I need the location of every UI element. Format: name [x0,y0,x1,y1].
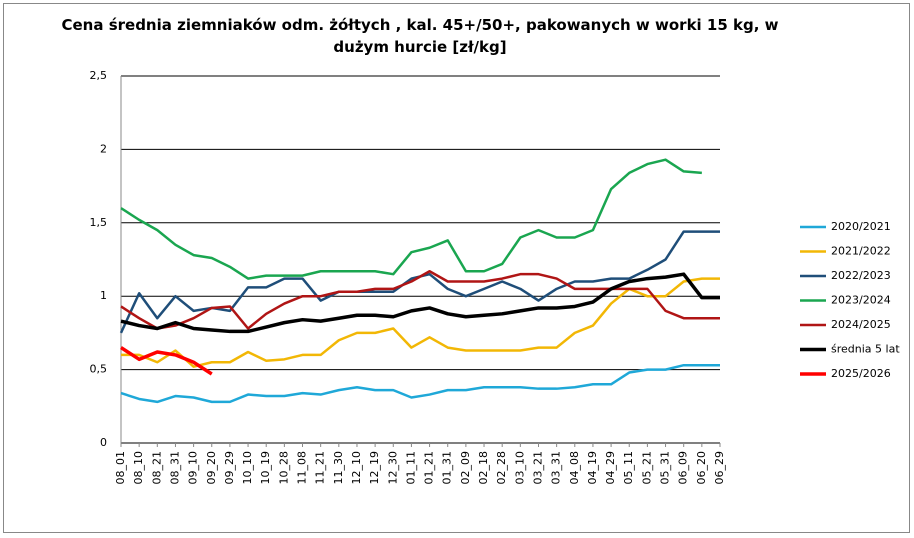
legend-label: średnia 5 lat [831,343,900,356]
x-tick-label: 03_21 [531,451,544,485]
series-line [120,346,213,376]
y-tick-label: 1,5 [90,216,108,229]
x-tick-label: 01_21 [423,451,436,485]
y-tick-label: 1 [100,289,107,302]
y-tick-label: 0 [100,436,107,449]
x-tick-label: 11_08 [296,451,309,485]
x-tick-label: 12_19 [368,451,381,485]
x-tick-label: 10_19 [259,451,272,485]
x-tick-label: 05_11 [622,451,635,485]
y-tick-label: 2 [100,142,107,155]
x-tick-label: 09_20 [205,451,218,485]
x-tick-label: 08_10 [132,451,145,485]
x-tick-label: 09_10 [187,451,200,485]
x-tick-label: 05_21 [640,451,653,485]
legend-label: 2024/2025 [831,318,891,331]
y-tick-label: 2,5 [90,69,108,82]
y-tick-label: 0,5 [90,363,108,376]
series-line [121,277,720,368]
legend-label: 2020/2021 [831,220,891,233]
x-tick-label: 11_21 [314,451,327,485]
x-tick-label: 06_20 [695,451,708,485]
x-tick-label: 11_30 [332,451,345,485]
x-tick-label: 04_19 [586,451,599,485]
series-line [120,158,702,280]
series-line [120,269,720,330]
x-tick-label: 06_29 [713,451,726,485]
x-tick-label: 09_29 [223,451,236,485]
x-tick-label: 08_31 [168,451,181,485]
legend-label: 2025/2026 [831,367,891,380]
x-tick-label: 01_31 [441,451,454,485]
x-tick-label: 03_31 [550,451,563,485]
legend-label: 2021/2022 [831,245,891,258]
chart-border [3,3,910,533]
x-tick-label: 10_28 [277,451,290,485]
x-tick-label: 02_18 [477,451,490,485]
x-tick-label: 01_11 [404,451,417,485]
x-tick-label: 06_09 [677,451,690,485]
x-tick-label: 08_21 [150,451,163,485]
x-tick-label: 02_09 [459,451,472,485]
x-tick-label: 12_30 [386,451,399,485]
legend-label: 2022/2023 [831,269,891,282]
series-line [120,272,720,334]
x-tick-label: 05_31 [659,451,672,485]
x-tick-label: 04_29 [604,451,617,485]
x-tick-label: 12_10 [350,451,363,485]
x-tick-label: 02_28 [495,451,508,485]
chart-title: Cena średnia ziemniaków odm. żółtych , k… [61,16,779,56]
series-line [120,363,720,404]
x-tick-label: 04_08 [568,451,581,485]
x-tick-label: 03_10 [513,451,526,485]
legend-label: 2023/2024 [831,294,891,307]
x-tick-label: 08_01 [114,451,127,485]
x-tick-label: 10_10 [241,451,254,485]
